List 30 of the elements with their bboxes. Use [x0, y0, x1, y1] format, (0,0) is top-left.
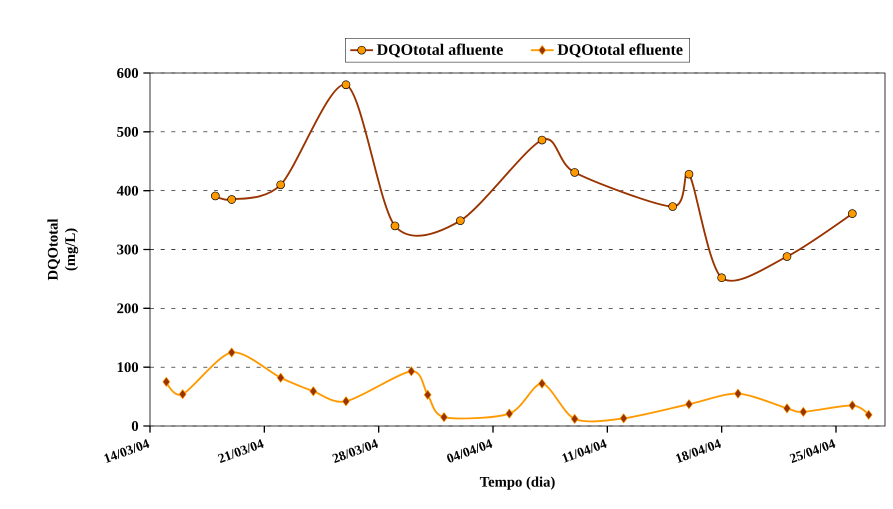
point — [864, 410, 872, 420]
y-axis-title: DQOtotal (mg/L) — [47, 218, 78, 280]
point — [162, 376, 170, 387]
legend-label: DQOtotal efluente — [558, 44, 683, 58]
y-tick-label: 100 — [118, 362, 138, 372]
point — [848, 400, 856, 410]
point — [685, 399, 693, 410]
y-tick-label: 200 — [117, 303, 138, 314]
y-tick-label: 300 — [117, 244, 138, 254]
x-axis-title: Tempo (dia) — [480, 476, 555, 490]
point — [228, 347, 236, 358]
y-tick-label: 600 — [117, 68, 138, 78]
point — [408, 366, 416, 376]
point — [506, 408, 514, 419]
point — [538, 378, 546, 389]
point — [310, 386, 318, 396]
point — [424, 390, 432, 400]
point — [178, 389, 187, 400]
point — [799, 406, 808, 417]
y-tick-label: 400 — [116, 186, 138, 196]
point — [342, 396, 350, 406]
point — [276, 372, 285, 383]
point — [734, 388, 742, 399]
point — [570, 414, 578, 424]
point — [620, 413, 628, 424]
legend-label: DQOtotal afluente — [376, 44, 503, 58]
point — [440, 412, 448, 422]
y-tick-label: 500 — [117, 126, 138, 137]
point — [783, 403, 791, 414]
y-tick-label: 0 — [132, 421, 138, 431]
